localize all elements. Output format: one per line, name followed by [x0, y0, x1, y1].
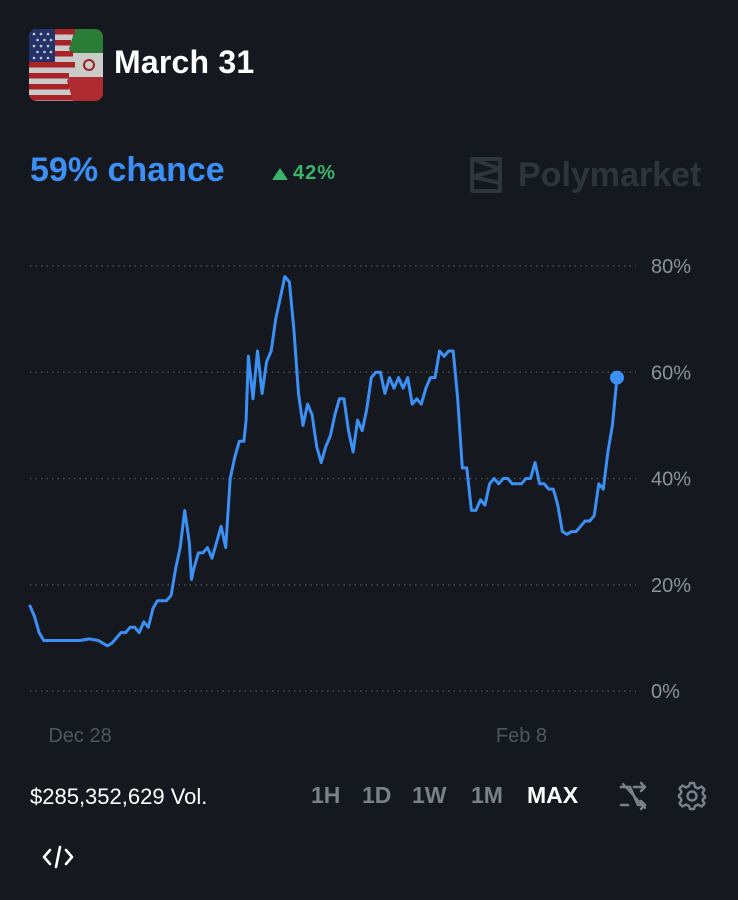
range-1d-button[interactable]: 1D: [362, 782, 392, 808]
gear-icon[interactable]: [677, 781, 707, 816]
polymarket-logo-icon: [470, 157, 502, 193]
y-tick-label: 60%: [651, 362, 691, 384]
shuffle-icon[interactable]: [618, 781, 648, 816]
y-tick-label: 0%: [651, 681, 680, 703]
change-value: 42%: [293, 162, 337, 184]
market-title: March 31: [114, 44, 255, 80]
triangle-up-icon: [272, 167, 288, 180]
us-iran-flags-icon: [29, 29, 103, 101]
price-chart: 0% 20% 40% 60% 80% Dec 28 Feb 8: [28, 256, 691, 747]
change-badge: 42%: [272, 162, 336, 185]
y-tick-label: 80%: [651, 256, 691, 278]
code-icon[interactable]: [41, 843, 75, 876]
brand-name: Polymarket: [518, 155, 702, 194]
range-max-button[interactable]: MAX: [527, 782, 579, 808]
last-point-marker: [610, 370, 624, 385]
y-tick-label: 20%: [651, 575, 691, 597]
series-line: [28, 275, 619, 648]
brand-logo: Polymarket: [468, 155, 701, 195]
range-1m-button[interactable]: 1M: [471, 782, 503, 808]
range-1w-button[interactable]: 1W: [412, 782, 447, 808]
x-tick-label: Dec 28: [48, 725, 111, 747]
y-tick-label: 40%: [651, 469, 691, 491]
chance-value: 59% chance: [30, 151, 225, 189]
volume-label: $285,352,629 Vol.: [30, 784, 208, 809]
x-tick-label: Feb 8: [496, 725, 547, 747]
range-1h-button[interactable]: 1H: [311, 782, 341, 808]
